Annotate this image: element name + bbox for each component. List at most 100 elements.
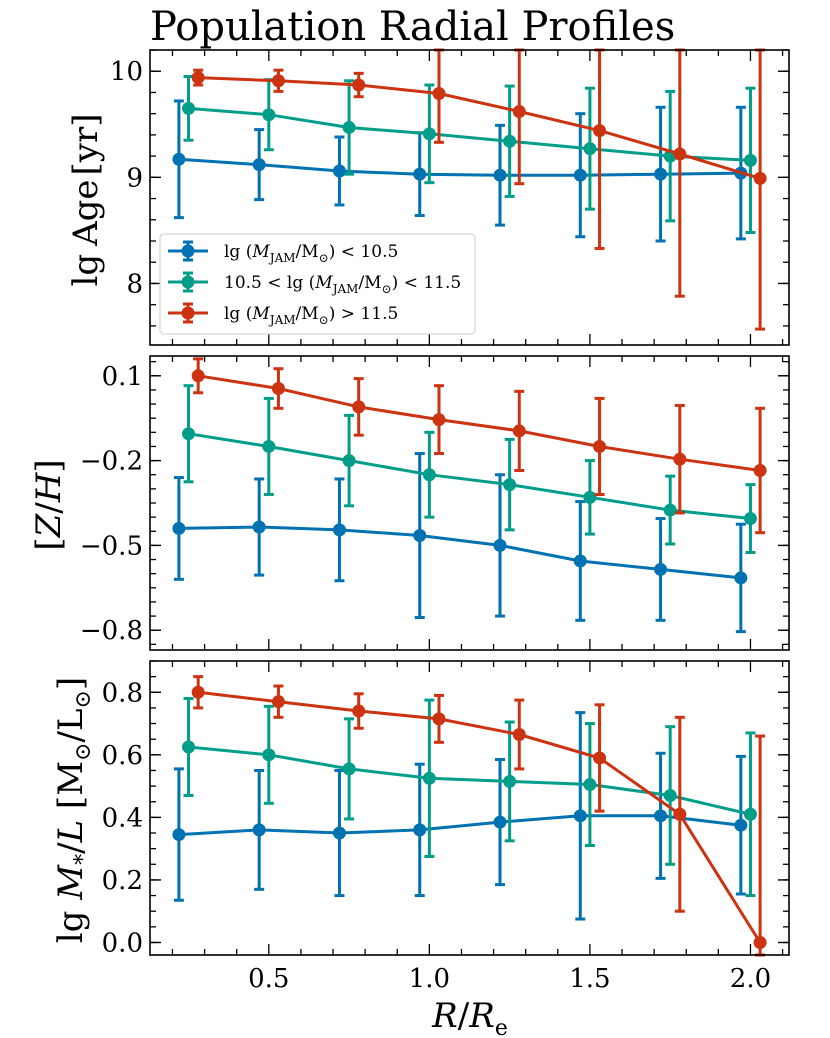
series-line (188, 432, 751, 520)
y-tick-label: 0.2 (102, 866, 143, 896)
data-point (673, 147, 687, 161)
series-mass-to-light-2 (191, 675, 767, 957)
data-point (512, 424, 526, 438)
data-point (663, 503, 677, 517)
y-axis-label-age: lgAge[yr] (66, 113, 106, 286)
data-point (432, 413, 446, 427)
legend-label: lg (MJAM/M⊙) > 11.5 (224, 304, 398, 327)
data-point (493, 168, 507, 182)
data-point (593, 124, 607, 138)
data-point (743, 153, 757, 167)
data-point (271, 695, 285, 709)
legend-label: 10.5 < lg (MJAM/M⊙) < 11.5 (224, 273, 461, 296)
data-point (182, 740, 196, 754)
series-mass-to-light-1 (182, 697, 757, 898)
legend-marker (181, 275, 195, 289)
legend-entry: 10.5 < lg (MJAM/M⊙) < 11.5 (168, 271, 461, 296)
series-metallicity-0 (172, 452, 748, 634)
data-point (172, 828, 186, 842)
data-point (422, 127, 436, 141)
x-tick-label: 2.0 (730, 964, 771, 994)
y-tick-label: 0.1 (102, 362, 143, 392)
data-point (753, 935, 767, 949)
x-tick-label: 0.5 (248, 964, 289, 994)
series-line (198, 690, 762, 944)
data-point (262, 748, 276, 762)
x-tick-label: 1.0 (409, 964, 450, 994)
series-age-0 (172, 99, 748, 243)
ticks-metallicity (150, 356, 789, 650)
y-tick-label: 0.0 (102, 928, 143, 958)
panel-mass-to-light: 0.0 0.2 0.4 0.6 0.8 0.5 1.0 1.5 2.0 (102, 660, 790, 994)
y-tick-label: 0.6 (102, 741, 143, 771)
data-point (673, 807, 687, 821)
series-metallicity-1 (182, 384, 757, 554)
data-point (583, 778, 597, 792)
data-point (172, 521, 186, 535)
data-point (262, 439, 276, 453)
series-age-1 (182, 75, 757, 235)
data-point (422, 468, 436, 482)
x-tick-label: 1.5 (569, 964, 610, 994)
series-line (197, 374, 761, 472)
series-line (178, 157, 741, 177)
data-point (654, 167, 668, 181)
data-point (654, 562, 668, 576)
plot-frame-metallicity (149, 355, 790, 651)
data-point (191, 71, 205, 85)
data-point (182, 101, 196, 115)
series-line (178, 525, 741, 580)
legend-box (159, 233, 476, 335)
panel-age: 8 9 10 (110, 48, 790, 346)
data-point (413, 529, 427, 543)
legend: lg (MJAM/M⊙) < 10.5 10.5 < lg (MJAM/M⊙) <… (159, 233, 476, 335)
data-point (252, 823, 266, 837)
data-point (271, 382, 285, 396)
y-tick-label: −0.2 (80, 447, 143, 477)
data-point (573, 809, 587, 823)
legend-entry: lg (MJAM/M⊙) < 10.5 (168, 240, 398, 265)
data-point (573, 554, 587, 568)
data-point (332, 826, 346, 840)
y-axis-label-mass-to-light: lg M*/L [M⊙/L⊙] (51, 677, 96, 943)
data-point (583, 490, 597, 504)
series-line (188, 106, 751, 162)
series-line (178, 814, 741, 837)
data-point (573, 168, 587, 182)
data-point (352, 704, 366, 718)
y-tick-label: 0.8 (102, 678, 143, 708)
legend-label: lg (MJAM/M⊙) < 10.5 (224, 242, 398, 265)
data-point (583, 142, 597, 156)
data-point (734, 818, 748, 832)
data-point (342, 120, 356, 134)
legend-marker (181, 306, 195, 320)
y-tick-label: 0.4 (102, 803, 143, 833)
series-mass-to-light-0 (172, 711, 748, 921)
y-tick-label: −0.5 (80, 531, 143, 561)
data-point (593, 751, 607, 765)
data-point (743, 807, 757, 821)
data-point (503, 478, 517, 492)
data-point (753, 463, 767, 477)
data-point (252, 520, 266, 534)
data-point (352, 400, 366, 414)
data-point (753, 171, 767, 185)
data-point (172, 152, 186, 166)
data-point (252, 158, 266, 172)
data-point (512, 728, 526, 741)
data-point (191, 369, 205, 383)
data-point (332, 164, 346, 178)
data-point (271, 74, 285, 88)
ticks-age (150, 49, 789, 345)
data-point (503, 774, 517, 788)
data-point (432, 87, 446, 101)
plot-frame-mass-to-light (149, 660, 790, 956)
data-point (191, 685, 205, 699)
data-point (673, 452, 687, 466)
y-tick-label: −0.8 (80, 616, 143, 646)
data-point (654, 809, 668, 823)
data-point (663, 788, 677, 802)
series-line (198, 76, 761, 180)
data-point (743, 512, 757, 526)
